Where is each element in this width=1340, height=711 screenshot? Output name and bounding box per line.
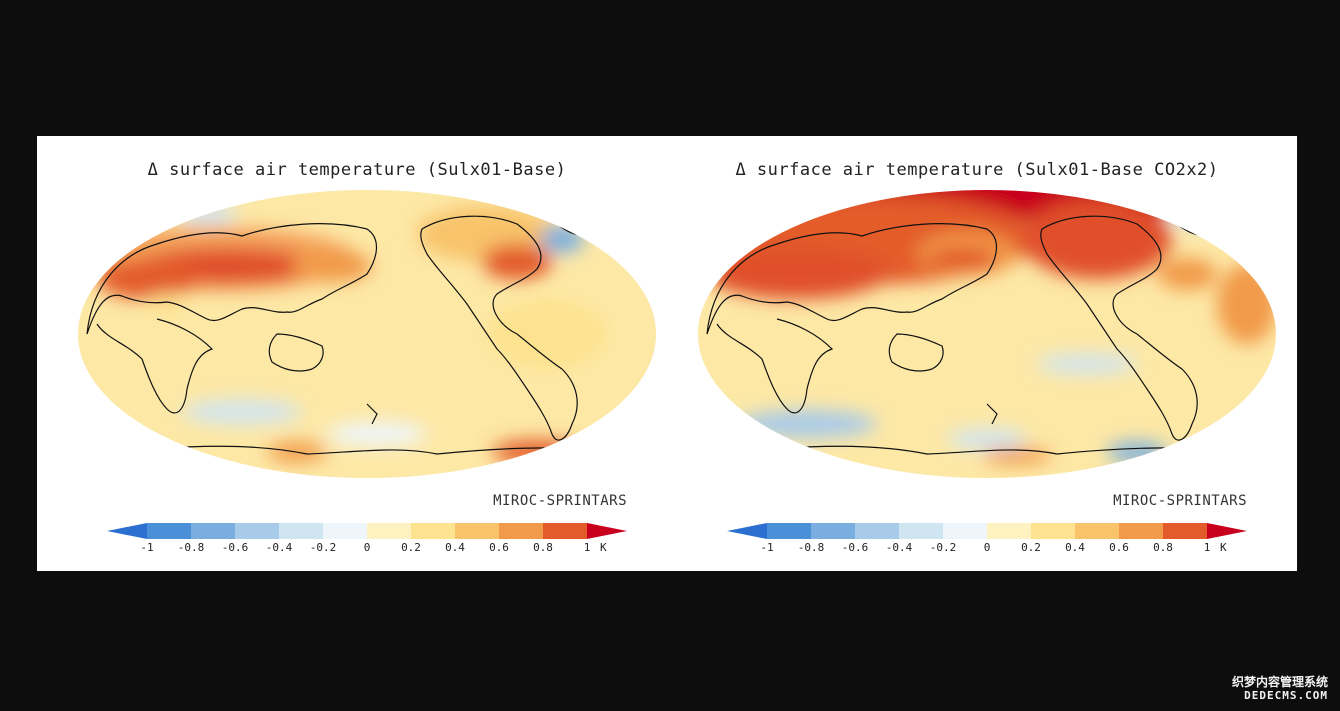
colorbar — [727, 523, 1247, 539]
colorbar-tick: 0.4 — [1065, 541, 1085, 554]
watermark-text-en: DEDECMS.COM — [1244, 689, 1328, 702]
colorbar-unit: K — [600, 541, 607, 554]
map-figure-right: Δ surface air temperature (Sulx01-Base C… — [667, 136, 1287, 571]
temperature-map-sulx01-base — [76, 188, 658, 480]
colorbar-unit: K — [1220, 541, 1227, 554]
colorbar-tick: 0.2 — [1021, 541, 1041, 554]
model-credit: MIROC-SPRINTARS — [1113, 493, 1247, 509]
colorbar-tick: 0.2 — [401, 541, 421, 554]
site-watermark: 织梦内容管理系统 DEDECMS.COM — [1232, 675, 1328, 703]
colorbar-tick: -0.2 — [309, 541, 337, 554]
colorbar-tick: 1 — [583, 541, 591, 554]
colorbar-tick: 0.6 — [1109, 541, 1129, 554]
map-title: Δ surface air temperature (Sulx01-Base) — [147, 160, 567, 180]
colorbar-tick: -0.8 — [177, 541, 205, 554]
map-title: Δ surface air temperature (Sulx01-Base C… — [735, 160, 1219, 180]
colorbar-tick: -0.2 — [929, 541, 957, 554]
colorbar-tick: 1 — [1203, 541, 1211, 554]
colorbar-tick: -1 — [140, 541, 154, 554]
temperature-map-sulx01-base-co2x2 — [696, 188, 1278, 480]
colorbar-tick: 0.8 — [533, 541, 553, 554]
colorbar-tick: 0.6 — [489, 541, 509, 554]
colorbar-tick: -0.6 — [221, 541, 249, 554]
colorbar-tick: -0.8 — [797, 541, 825, 554]
colorbar-tick: -0.4 — [885, 541, 913, 554]
watermark-text-cn: 织梦内容管理系统 — [1231, 675, 1328, 689]
figure-panel: Δ surface air temperature (Sulx01-Base) — [37, 136, 1297, 571]
colorbar — [107, 523, 627, 539]
colorbar-tick: -0.4 — [265, 541, 293, 554]
colorbar-tick: 0 — [363, 541, 371, 554]
colorbar-tick: -1 — [760, 541, 774, 554]
colorbar-tick: 0.8 — [1153, 541, 1173, 554]
colorbar-tick: -0.6 — [841, 541, 869, 554]
map-figure-left: Δ surface air temperature (Sulx01-Base) — [47, 136, 667, 571]
colorbar-tick: 0 — [983, 541, 991, 554]
model-credit: MIROC-SPRINTARS — [493, 493, 627, 509]
colorbar-tick: 0.4 — [445, 541, 465, 554]
